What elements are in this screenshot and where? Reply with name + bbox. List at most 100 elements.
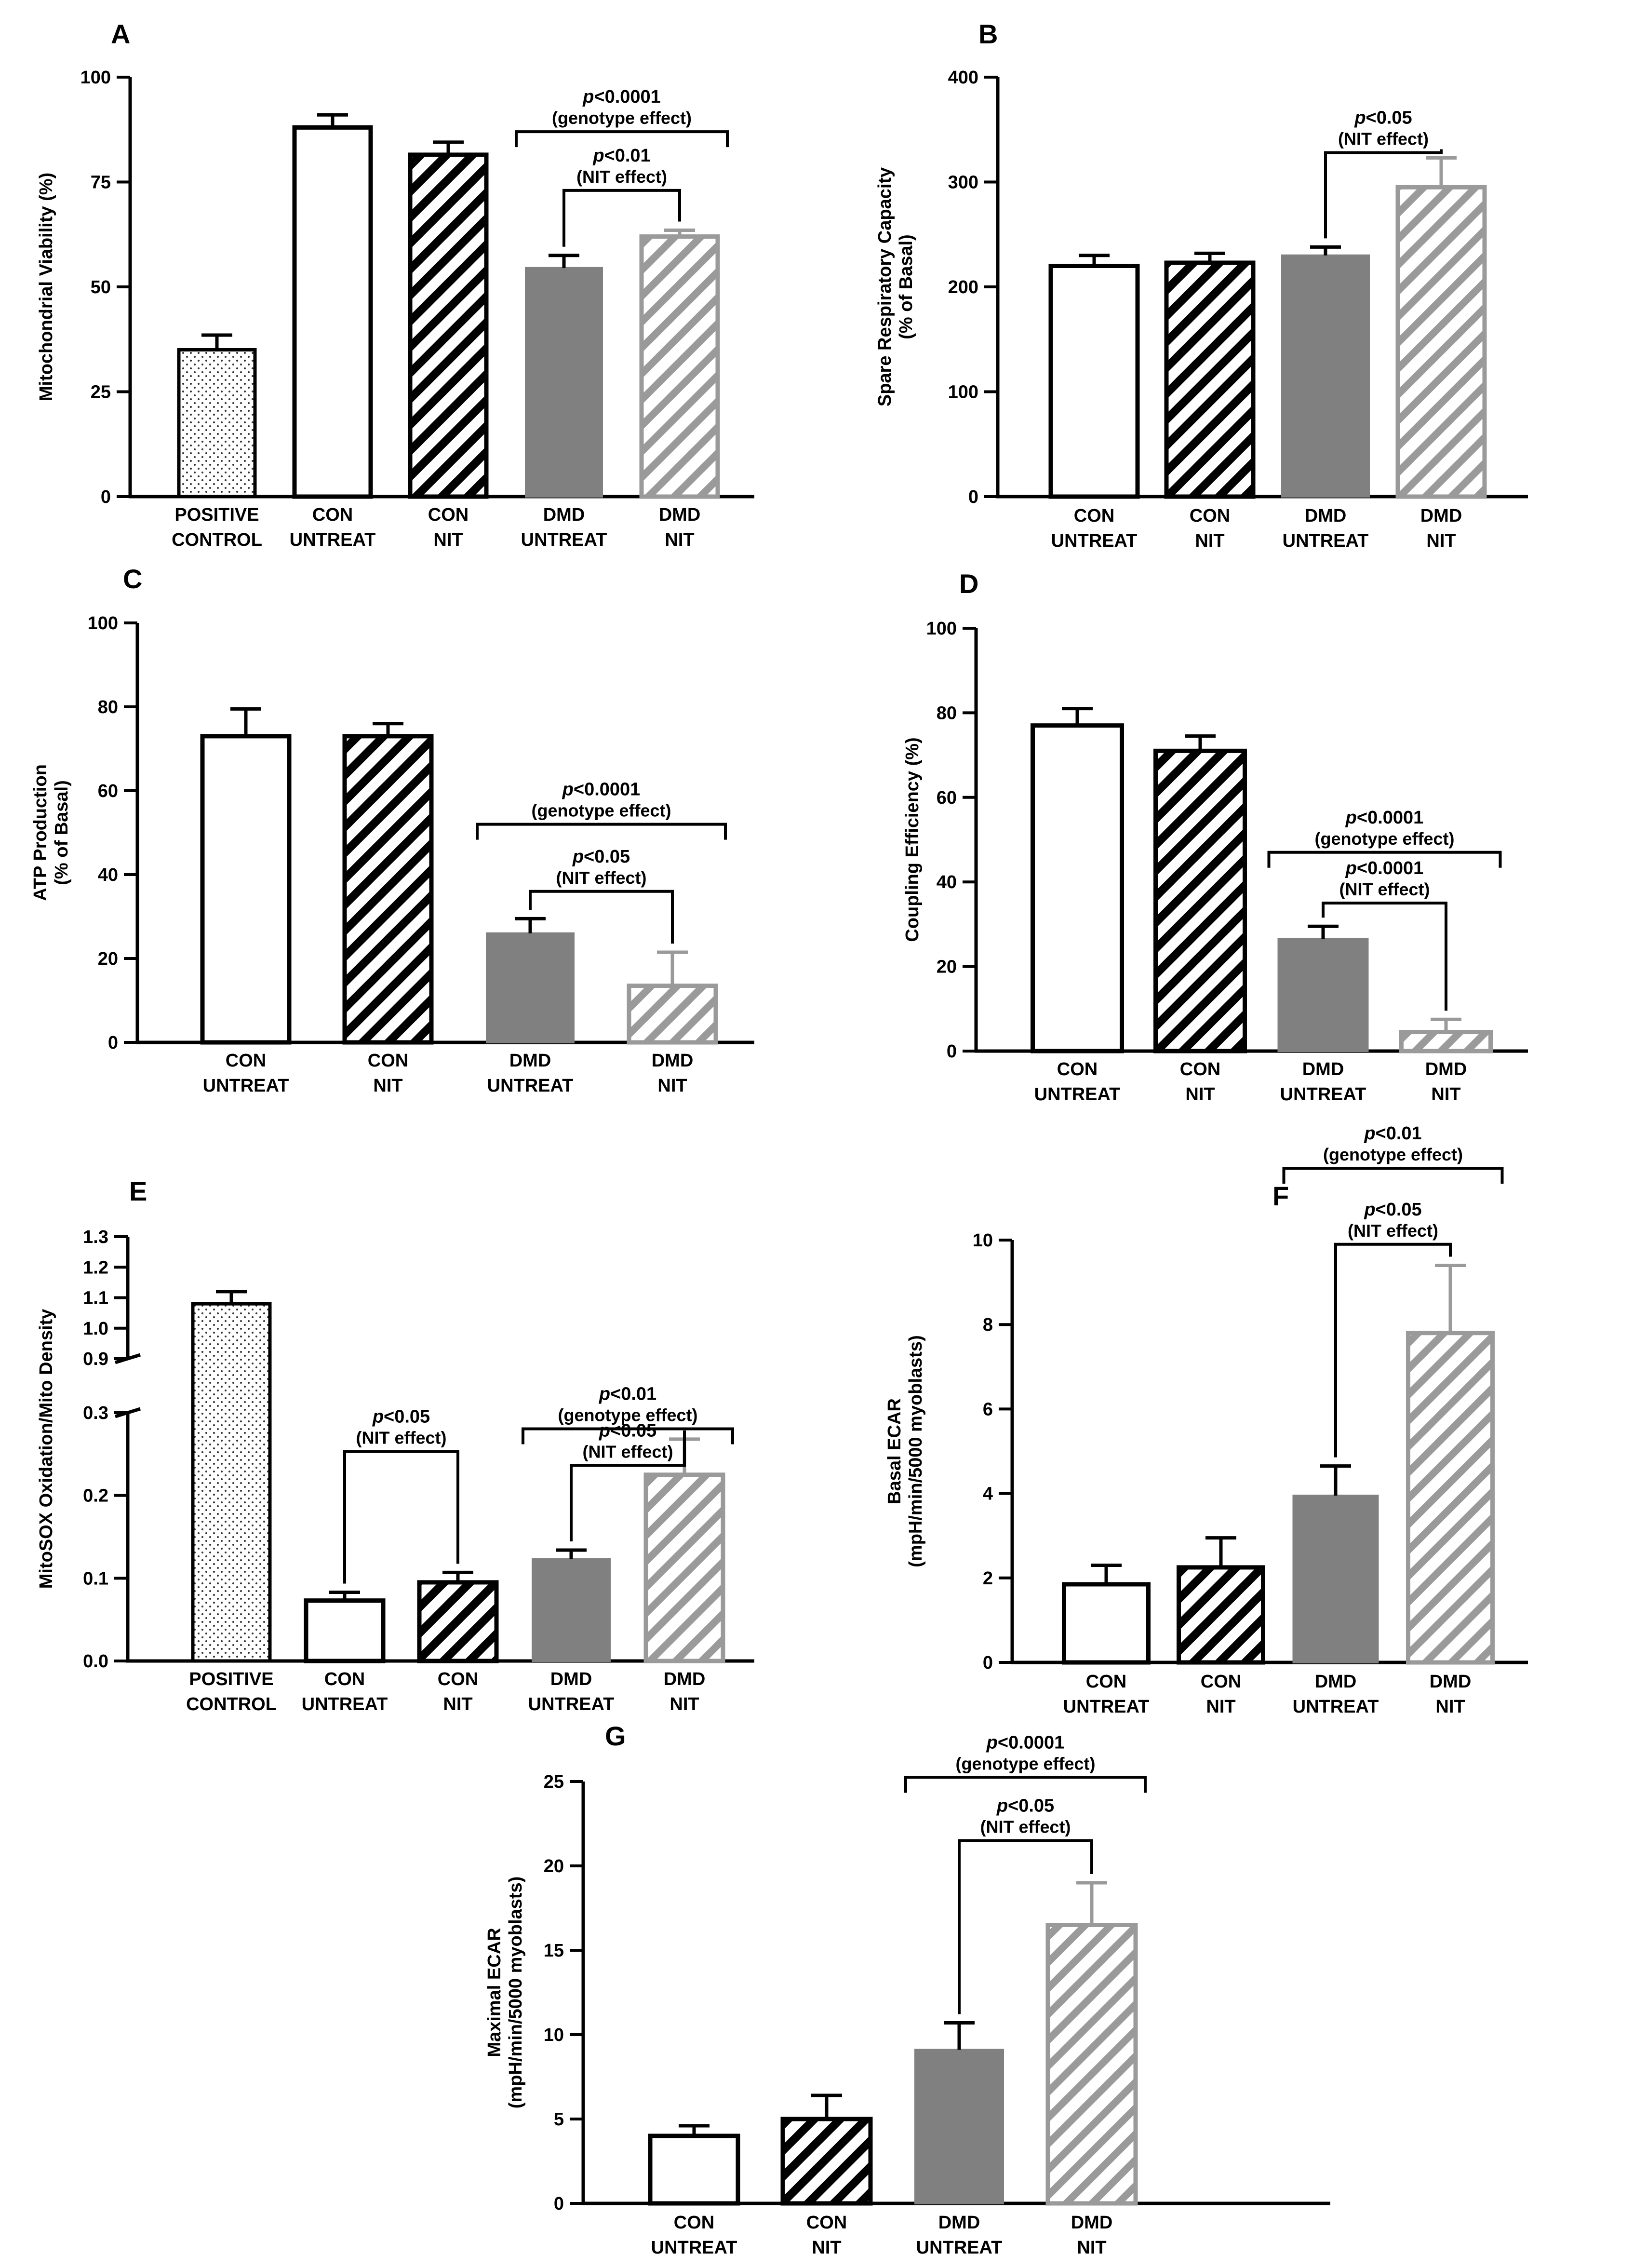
p-symbol: p: [562, 780, 574, 800]
category-label: UNTREAT: [290, 530, 376, 550]
y-axis-title: Coupling Efficiency (%): [902, 737, 923, 942]
panel-label: A: [111, 19, 130, 49]
category-label: NIT: [1435, 1697, 1465, 1717]
y-axis-title: Maximal ECAR (mpH/min/5000 myoblasts): [484, 1876, 526, 2108]
panel-c: C ATP Production (% of Basal) 0 20 40 60 80 100 C…: [30, 564, 754, 1096]
y-tick-label: 40: [937, 872, 957, 892]
effect-label: (genotype effect): [1314, 829, 1454, 849]
y-axis-title-line: Mitochondrial Viability (%): [36, 173, 56, 401]
y-tick-label: 40: [98, 865, 118, 885]
y-tick-label: 50: [91, 277, 111, 297]
p-symbol: p: [996, 1796, 1008, 1816]
category-label: DMD: [1420, 506, 1462, 526]
p-symbol: p: [1364, 1123, 1375, 1144]
bar-con-untreat: [1031, 723, 1124, 1053]
y-axis-title-line: Spare Respiratory Capacity: [875, 167, 895, 406]
bar-positive-control: [177, 348, 257, 499]
p-symbol: p: [372, 1407, 384, 1427]
category-label: NIT: [657, 1076, 687, 1096]
y-tick-label: 25: [91, 382, 111, 403]
category-label: CON: [438, 1669, 478, 1689]
panel-label: D: [959, 568, 978, 599]
y-tick-label: 80: [98, 697, 118, 717]
y-tick-label: 400: [948, 68, 978, 88]
bar-dmd-nit: [1045, 1923, 1138, 2206]
y-tick-label: 200: [948, 277, 978, 297]
y-tick-label: 100: [948, 382, 978, 403]
bar-con-nit: [342, 734, 434, 1045]
category-label: CON: [1057, 1059, 1098, 1080]
category-label: UNTREAT: [528, 1694, 615, 1714]
y-axis-title-line: (mpH/min/5000 myoblasts): [506, 1876, 526, 2108]
bar-dmd-nit: [1395, 185, 1487, 499]
y-axis-title: Basal ECAR (mpH/min/5000 myoblasts): [884, 1335, 926, 1567]
effect-label: (genotype effect): [955, 1754, 1095, 1773]
category-label: CON: [674, 2213, 714, 2233]
category-label: UNTREAT: [651, 2238, 737, 2258]
effect-label: (NIT effect): [980, 1817, 1071, 1837]
category-label: POSITIVE: [189, 1669, 273, 1689]
y-axis-title-line: Basal ECAR: [884, 1398, 905, 1504]
significance-bracket: [1324, 149, 1443, 239]
bar-con-nit: [408, 152, 489, 499]
significance-bracket: [958, 1839, 1093, 2014]
p-value-label: p<0.05: [1364, 1200, 1421, 1220]
panel-label: B: [978, 19, 998, 49]
significance-bracket: [562, 189, 681, 247]
effect-label: (NIT effect): [556, 868, 647, 888]
category-label: CON: [428, 505, 469, 525]
p-threshold: <0.0001: [1357, 858, 1423, 878]
p-threshold: <0.01: [610, 1384, 656, 1404]
effect-label: (NIT effect): [356, 1428, 447, 1448]
p-value-label: p<0.01: [592, 146, 650, 166]
effect-label: (NIT effect): [583, 1442, 673, 1461]
category-label: NIT: [1185, 1084, 1215, 1105]
panel-a: A Mitochondrial Viability (%) 0 25 50 75 100 PO…: [36, 19, 754, 550]
category-label: UNTREAT: [203, 1076, 289, 1096]
category-label: NIT: [665, 530, 694, 550]
p-value-label: p<0.0001: [582, 87, 661, 107]
effect-label: (genotype effect): [552, 108, 692, 128]
y-tick-label: 2: [983, 1568, 993, 1589]
significance-bracket: [476, 823, 727, 840]
category-label: CON: [806, 2213, 847, 2233]
y-tick-label: 8: [983, 1315, 993, 1335]
panel-label: C: [123, 564, 142, 594]
y-tick-label: 10: [973, 1230, 993, 1251]
category-label: DMD: [652, 1051, 694, 1071]
p-threshold: <0.0001: [574, 780, 640, 800]
y-tick-label: 1.0: [83, 1319, 108, 1339]
y-tick-label: 15: [544, 1941, 564, 1961]
panel-label: G: [605, 1721, 626, 1751]
bar-dmd-nit: [627, 984, 718, 1045]
bar-dmd-untreat: [486, 932, 575, 1044]
significance-bracket: [570, 1430, 686, 1541]
bar-dmd-untreat: [1277, 938, 1369, 1052]
panel-d: D Coupling Efficiency (%) 0 20 40 60 80 100 CON U…: [902, 568, 1528, 1105]
y-tick-label: 0.2: [83, 1486, 108, 1506]
category-label: CONTROL: [186, 1694, 277, 1714]
p-threshold: <0.05: [610, 1420, 656, 1441]
significance-bracket: [343, 1450, 459, 1584]
category-label: CON: [368, 1051, 408, 1071]
p-threshold: <0.0001: [1357, 808, 1423, 828]
category-label: DMD: [1315, 1672, 1357, 1692]
effect-label: (genotype effect): [531, 801, 671, 821]
y-tick-label: 60: [98, 781, 118, 801]
p-value-label: p<0.01: [599, 1384, 656, 1404]
significance-bracket: [1267, 850, 1502, 868]
category-label: NIT: [443, 1694, 472, 1714]
y-axis-title: MitoSOX Oxidation/Mito Density: [36, 1309, 56, 1589]
bar-dmd-untreat: [914, 2049, 1004, 2204]
bar-con-nit: [1177, 1565, 1265, 1665]
effect-label: (genotype effect): [1323, 1145, 1463, 1164]
category-label: NIT: [373, 1076, 402, 1096]
effect-label: (NIT effect): [1339, 879, 1430, 899]
p-symbol: p: [592, 146, 604, 166]
significance-bracket: [1322, 902, 1447, 1011]
panel-label: E: [129, 1176, 147, 1206]
y-tick-label: 100: [80, 68, 111, 88]
y-tick-label: 4: [983, 1484, 993, 1504]
y-axis-title: Mitochondrial Viability (%): [36, 173, 56, 401]
effect-label: (NIT effect): [1338, 129, 1429, 149]
